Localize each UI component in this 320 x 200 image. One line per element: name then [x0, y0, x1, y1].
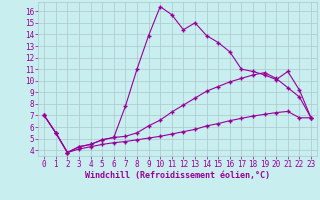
- X-axis label: Windchill (Refroidissement éolien,°C): Windchill (Refroidissement éolien,°C): [85, 171, 270, 180]
